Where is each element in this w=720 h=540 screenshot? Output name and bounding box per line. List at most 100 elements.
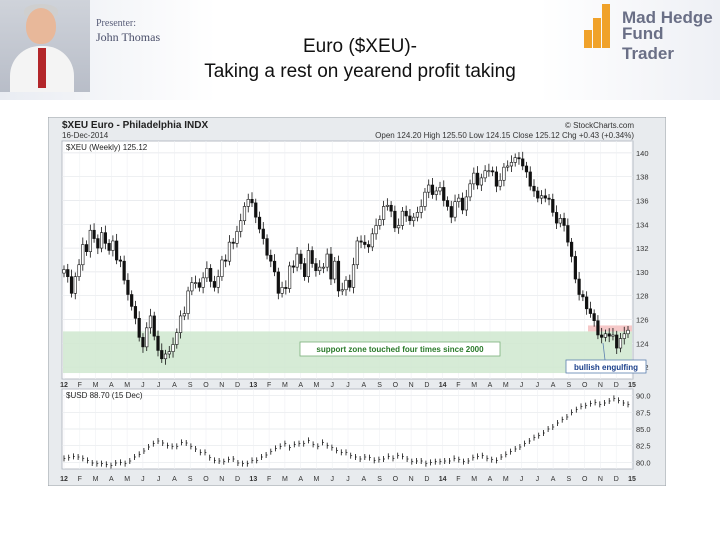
usd-y-tick-label: 90.0 <box>636 392 651 401</box>
price-candle-body <box>502 166 506 181</box>
price-candle-body <box>103 232 107 244</box>
usd-x-tick-label: M <box>471 476 477 483</box>
price-candle-body <box>62 269 66 274</box>
usd-x-tick-label: D <box>614 476 619 483</box>
usd-x-tick-label: J <box>141 476 145 483</box>
price-candle-body <box>607 333 611 337</box>
price-candle-body <box>250 199 254 204</box>
price-candle-body <box>536 190 540 199</box>
price-candle-body <box>445 200 450 207</box>
price-x-tick-label: A <box>551 382 556 389</box>
header-background <box>0 0 720 100</box>
price-candle-body <box>115 240 119 261</box>
price-x-tick-label: A <box>172 382 177 389</box>
usd-x-ticks: 12 F M A M J J A S O N D 13 F M A M J J A S O N D 14 F M A M J J A S O N D 1… <box>60 476 636 483</box>
price-x-tick-label: M <box>124 382 130 389</box>
price-candle-body <box>615 334 619 349</box>
price-candle-body <box>600 334 604 338</box>
price-x-tick-label: O <box>393 382 399 389</box>
price-x-tick-label: 14 <box>439 382 447 389</box>
price-x-tick-label: M <box>282 382 288 389</box>
price-candle-body <box>521 158 525 167</box>
price-candle-body <box>355 240 359 266</box>
price-x-tick-label: N <box>409 382 414 389</box>
price-x-tick-label: J <box>520 382 524 389</box>
price-x-tick-label: A <box>109 382 114 389</box>
usd-x-tick-label: F <box>267 476 271 483</box>
price-candle-body <box>517 157 521 160</box>
price-x-tick-label: D <box>424 382 429 389</box>
usd-x-tick-label: M <box>314 476 320 483</box>
price-candle-body <box>381 206 386 220</box>
price-x-tick-label: F <box>456 382 460 389</box>
price-candle-body <box>539 195 544 199</box>
price-candle-body <box>269 254 273 262</box>
usd-x-tick-label: A <box>298 476 303 483</box>
price-x-tick-label: J <box>157 382 161 389</box>
price-x-ticks: 12 F M A M J J A S O N D 13 F M A M J J A S O N D 14 F M A M J J A S O N D 1… <box>60 382 636 389</box>
price-y-tick-label: 140 <box>636 149 649 158</box>
price-candle-body <box>385 204 389 207</box>
price-candle-body <box>370 233 374 248</box>
price-candle-body <box>611 334 615 337</box>
price-candle-body <box>107 243 111 251</box>
price-candle-body <box>551 199 555 213</box>
price-candle-body <box>427 184 431 193</box>
price-candle-body <box>393 210 397 229</box>
chart-quote: Open 124.20 High 125.50 Low 124.15 Close… <box>375 131 634 140</box>
chart-title: $XEU Euro - Philadelphia INDX <box>62 120 208 131</box>
price-candle-body <box>592 313 596 321</box>
usd-x-tick-label: J <box>346 476 350 483</box>
price-candle-body <box>359 240 363 243</box>
price-candle-body <box>464 196 468 211</box>
price-candle-body <box>145 327 149 348</box>
price-candle-body <box>171 344 175 352</box>
usd-x-tick-label: S <box>377 476 382 483</box>
price-x-tick-label: A <box>488 382 493 389</box>
price-x-tick-label: M <box>93 382 99 389</box>
presenter-photo <box>0 0 90 92</box>
price-x-tick-label: M <box>471 382 477 389</box>
price-candle-body <box>84 244 89 252</box>
usd-x-tick-label: J <box>520 476 524 483</box>
stock-chart-svg: 122124126128130132134136138140 80.082.58… <box>47 116 667 487</box>
price-candle-body <box>163 353 168 360</box>
price-candle-body <box>449 206 453 218</box>
price-candle-body <box>325 253 329 268</box>
price-candle-body <box>596 320 600 336</box>
usd-x-tick-label: 15 <box>628 476 636 483</box>
price-x-tick-label: S <box>377 382 382 389</box>
price-candle-body <box>81 244 85 266</box>
price-candle-body <box>257 216 262 230</box>
usd-x-tick-label: F <box>78 476 82 483</box>
price-x-tick-label: D <box>235 382 240 389</box>
usd-grid <box>62 389 633 469</box>
price-candle-body <box>175 332 179 345</box>
usd-x-tick-label: A <box>361 476 366 483</box>
price-candle-body <box>585 296 589 310</box>
usd-y-tick-label: 85.0 <box>636 425 651 434</box>
price-candle-body <box>242 206 247 222</box>
price-candle-body <box>491 170 495 173</box>
price-candle-body <box>351 264 356 288</box>
price-candle-body <box>569 241 574 257</box>
price-x-tick-label: 15 <box>628 382 636 389</box>
price-candle-body <box>543 195 547 199</box>
price-candle-body <box>528 171 532 187</box>
price-candle-body <box>400 210 405 226</box>
usd-y-tick-label: 87.5 <box>636 408 651 417</box>
price-candle-body <box>141 337 145 348</box>
price-candles <box>62 151 630 365</box>
price-candle-body <box>216 276 220 288</box>
price-candle-body <box>509 162 514 167</box>
price-candle-body <box>280 287 284 294</box>
slide-title-line1: Euro ($XEU)- <box>302 36 418 57</box>
price-candle-body <box>160 350 164 360</box>
usd-legend: $USD 88.70 (15 Dec) <box>66 391 143 400</box>
price-candle-body <box>532 185 536 192</box>
usd-y-tick-label: 80.0 <box>636 458 651 467</box>
price-x-tick-label: M <box>503 382 509 389</box>
usd-x-tick-label: A <box>109 476 114 483</box>
price-candle-body <box>133 306 138 319</box>
usd-x-tick-label: M <box>282 476 288 483</box>
